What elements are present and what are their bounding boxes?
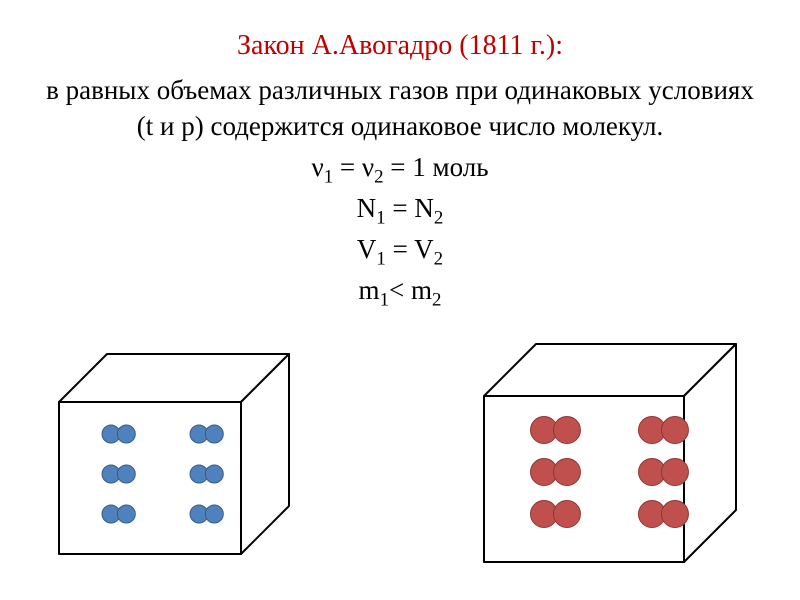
equation-line: N1 = N2: [0, 190, 800, 231]
cube-left: [55, 350, 293, 558]
law-description: в равных объемах различных газов при оди…: [0, 62, 800, 145]
cube-right: [480, 340, 740, 566]
equations-block: ν1 = ν2 = 1 моль N1 = N2 V1 = V2 m1< m2: [0, 145, 800, 313]
cube-left-svg: [55, 350, 293, 558]
cube-right-svg: [480, 340, 740, 566]
cubes-container: [0, 350, 800, 590]
equation-line: V1 = V2: [0, 231, 800, 272]
law-title: Закон А.Авогадро (1811 г.):: [0, 0, 800, 62]
equation-line: ν1 = ν2 = 1 моль: [0, 149, 800, 190]
equation-line: m1< m2: [0, 272, 800, 313]
